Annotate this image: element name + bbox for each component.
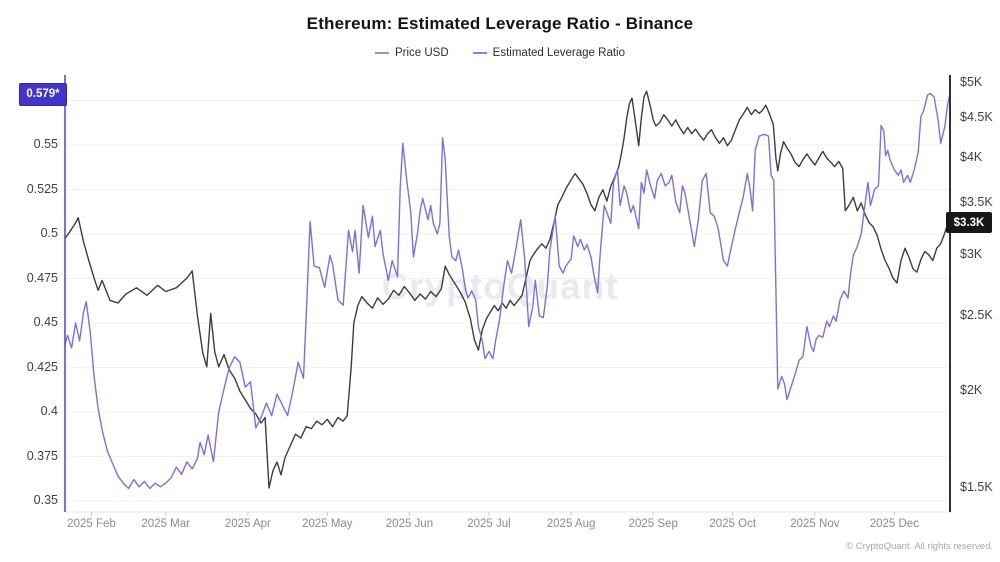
left-axis-tick-label: 0.55 — [33, 137, 58, 151]
legend-label-price: Price USD — [394, 47, 449, 59]
price-line — [64, 90, 951, 489]
left-axis-tick-label: 0.525 — [26, 181, 58, 196]
right-axis-tick-label: $3.5K — [960, 194, 993, 209]
x-axis-tick-label: 2025 Feb — [67, 518, 116, 530]
legend-item-leverage[interactable]: Estimated Leverage Ratio — [472, 47, 625, 59]
x-axis-tick-label: 2025 May — [302, 518, 353, 530]
left-axis-tick-label: 0.35 — [33, 493, 58, 507]
right-axis-tick-label: $1.5K — [960, 480, 993, 495]
leverage-series-dash-icon — [472, 52, 487, 54]
right-axis-tick-label: $5K — [960, 75, 983, 89]
x-axis-tick-label: 2025 Nov — [790, 518, 840, 530]
leverage-line — [64, 92, 951, 490]
right-axis-tick-label: $4.5K — [960, 110, 993, 125]
right-axis-tick-label: $3K — [960, 246, 983, 261]
x-axis-tick-label: 2025 Jun — [385, 518, 434, 530]
left-axis-tick-label: 0.5 — [40, 226, 58, 240]
x-axis-tick-label: 2025 Dec — [869, 518, 919, 530]
left-axis-tick-label: 0.475 — [26, 270, 58, 285]
left-axis-tick-label: 0.4 — [40, 404, 58, 418]
x-axis-tick-label: 2025 Oct — [709, 518, 757, 530]
left-axis-tick-label: 0.375 — [26, 448, 58, 463]
right-axis-tick-label: $2.5K — [960, 308, 993, 323]
x-axis-tick-label: 2025 Apr — [224, 518, 271, 530]
legend: Price USD Estimated Leverage Ratio — [0, 47, 1000, 59]
chart-title: Ethereum: Estimated Leverage Ratio - Bin… — [306, 14, 694, 33]
leverage-current-badge: 0.579* — [19, 82, 67, 106]
left-axis-tick-label: 0.425 — [26, 359, 58, 374]
legend-item-price[interactable]: Price USD — [374, 47, 449, 59]
legend-label-leverage: Estimated Leverage Ratio — [492, 47, 625, 59]
right-axis-tick-label: $2K — [960, 383, 983, 398]
price-current-badge: $3.3K — [946, 212, 992, 234]
left-axis-tick-label: 0.45 — [33, 315, 58, 329]
right-axis-tick-label: $4K — [960, 150, 983, 165]
x-axis-tick-label: 2025 Jul — [467, 518, 511, 530]
x-axis-tick-label: 2025 Aug — [546, 518, 596, 530]
x-axis-tick-label: 2025 Sep — [628, 518, 678, 530]
price-series-dash-icon — [374, 52, 389, 54]
copyright-footer: © CryptoQuant. All rights reserved. — [846, 541, 993, 552]
x-axis-tick-label: 2025 Mar — [141, 518, 190, 530]
